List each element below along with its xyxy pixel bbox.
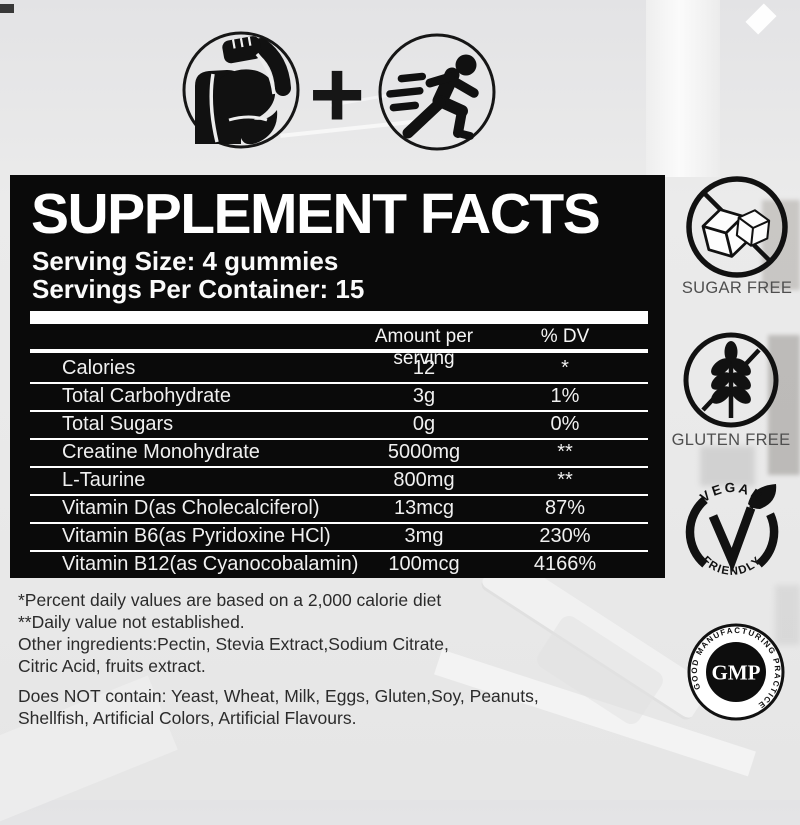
row-rule <box>30 522 648 524</box>
sugar-free-label: SUGAR FREE <box>681 279 793 297</box>
column-amount: Amount per serving <box>374 326 474 369</box>
row-amount: 3g <box>412 385 436 407</box>
row-amount: 5000mg <box>387 441 461 463</box>
table-row: Creatine Monohydrate 5000mg ** <box>10 439 665 467</box>
row-amount: 12 <box>412 357 436 379</box>
table-row: L-Taurine 800mg ** <box>10 467 665 495</box>
row-amount: 13mcg <box>393 497 455 519</box>
row-rule <box>30 550 648 552</box>
row-label: Total Carbohydrate <box>62 385 231 407</box>
servings-per-container: Servings Per Container: 15 <box>32 274 365 304</box>
row-amount: 3mg <box>404 525 444 547</box>
row-dv: ** <box>557 469 573 491</box>
vegan-text: VEGAN <box>697 480 764 505</box>
does-not-contain-line: Does NOT contain: Yeast, Wheat, Milk, Eg… <box>18 686 539 706</box>
supplement-facts-panel: SUPPLEMENT FACTS Serving Size: 4 gummies… <box>10 175 665 578</box>
row-dv: * <box>561 357 569 379</box>
table-row: Vitamin B6(as Pyridoxine HCl) 3mg 230% <box>10 523 665 551</box>
row-amount: 0g <box>412 413 436 435</box>
row-label: Vitamin D(as Cholecalciferol) <box>62 497 320 519</box>
gmp-text: GMP <box>712 661 761 685</box>
gluten-free-icon <box>683 332 779 428</box>
row-rule <box>30 438 648 440</box>
table-row: Total Sugars 0g 0% <box>10 411 665 439</box>
separator-bar <box>30 311 648 324</box>
row-dv: ** <box>557 441 573 463</box>
row-label: Total Sugars <box>62 413 174 435</box>
column-dv: % DV <box>540 326 590 347</box>
table-header: Amount per serving % DV <box>10 326 665 369</box>
bicep-icon <box>182 31 300 149</box>
row-rule <box>30 382 648 384</box>
table-row: Calories 12 * <box>10 355 665 383</box>
leaf-icon <box>748 484 777 509</box>
background-photo-shape <box>0 4 14 13</box>
row-label: L-Taurine <box>62 469 146 491</box>
row-dv: 87% <box>544 497 586 519</box>
row-rule <box>30 494 648 496</box>
other-ingredients-line: Citric Acid, fruits extract. <box>18 656 206 676</box>
other-ingredients-line: Other ingredients:Pectin, Stevia Extract… <box>18 634 449 654</box>
row-dv: 1% <box>550 385 580 407</box>
row-label: Creatine Monohydrate <box>62 441 260 463</box>
panel-title: SUPPLEMENT FACTS <box>31 182 601 246</box>
row-label: Vitamin B12(as Cyanocobalamin) <box>62 553 359 575</box>
row-dv: 0% <box>550 413 580 435</box>
does-not-contain-line: Shellfish, Artificial Colors, Artificial… <box>18 708 357 728</box>
sugar-free-icon <box>686 176 788 278</box>
background-pillar <box>646 0 720 177</box>
vegan-friendly-badge: VEGAN FRIENDLY <box>685 480 779 578</box>
header-rule <box>30 349 648 353</box>
table-row: Vitamin B12(as Cyanocobalamin) 100mcg 41… <box>10 551 665 579</box>
table-row: Total Carbohydrate 3g 1% <box>10 383 665 411</box>
background-ceiling-light <box>745 3 777 35</box>
product-label-image: { "hero": { "muscle_icon": "flexed-bicep… <box>0 0 800 800</box>
row-amount: 100mcg <box>388 553 460 575</box>
serving-size: Serving Size: 4 gummies <box>32 246 339 276</box>
svg-text:VEGAN: VEGAN <box>697 480 766 505</box>
runner-icon <box>378 33 496 151</box>
gluten-free-label: GLUTEN FREE <box>671 431 791 449</box>
row-dv: 4166% <box>533 553 597 575</box>
row-label: Calories <box>62 357 136 379</box>
row-rule <box>30 466 648 468</box>
background-gym-equipment <box>533 612 667 728</box>
gmp-badge: GMP GOOD MANUFACTURING PRACTICE <box>687 623 785 721</box>
plus-icon: + <box>308 41 366 148</box>
footnote-not-established: **Daily value not established. <box>18 612 245 632</box>
row-label: Vitamin B6(as Pyridoxine HCl) <box>62 525 331 547</box>
footnote-percent-dv: *Percent daily values are based on a 2,0… <box>18 590 442 610</box>
table-row: Vitamin D(as Cholecalciferol) 13mcg 87% <box>10 495 665 523</box>
row-amount: 800mg <box>393 469 455 491</box>
row-dv: 230% <box>539 525 591 547</box>
row-rule <box>30 410 648 412</box>
